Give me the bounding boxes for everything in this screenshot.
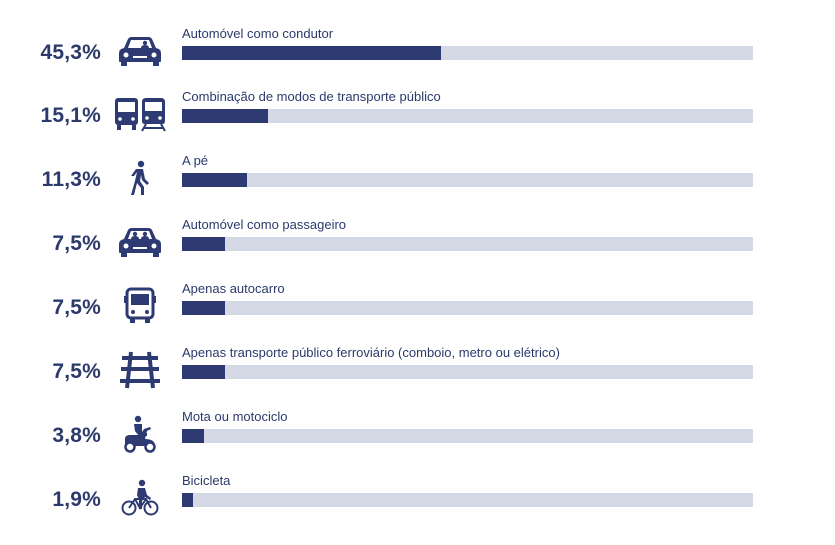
bar-track <box>182 109 753 123</box>
bus-icon <box>108 287 172 323</box>
bar-track <box>182 301 753 315</box>
bar <box>182 237 225 251</box>
bar <box>182 365 225 379</box>
car-driver-icon <box>108 34 172 68</box>
bar-row: 11,3% A pé <box>0 153 835 225</box>
category-label: Combinação de modos de transporte públic… <box>182 89 441 104</box>
value-label: 15,1% <box>40 104 101 127</box>
value-label: 11,3% <box>41 168 101 191</box>
bar <box>182 173 247 187</box>
bar-track <box>182 237 753 251</box>
bar-row: 1,9% Bicicleta <box>0 473 835 545</box>
car-passenger-icon <box>108 225 172 259</box>
category-label: Apenas transporte público ferroviário (c… <box>182 345 560 360</box>
category-label: Automóvel como condutor <box>182 26 334 41</box>
category-label: Apenas autocarro <box>182 281 285 296</box>
bar <box>182 429 204 443</box>
value-label: 7,5% <box>52 296 101 319</box>
bar-track <box>182 429 753 443</box>
value-label: 7,5% <box>52 232 101 255</box>
walking-person-icon <box>108 160 172 195</box>
scooter-icon <box>108 415 172 453</box>
bar <box>182 493 193 507</box>
bar-track <box>182 46 753 60</box>
bar-track <box>182 173 753 187</box>
bar-row: 15,1% Combinação de modos de transporte p… <box>0 89 835 161</box>
bar <box>182 301 225 315</box>
rail-track-icon <box>108 351 172 389</box>
bar-row: 7,5% Apenas autocarro <box>0 281 835 353</box>
category-label: Automóvel como passageiro <box>182 217 347 232</box>
bar-track <box>182 365 753 379</box>
bar-row: 7,5% Apenas transporte público ferroviári… <box>0 345 835 417</box>
value-label: 45,3% <box>40 41 101 64</box>
bar-row: 45,3% Automóvel como condutor <box>0 26 835 98</box>
bicycle-icon <box>108 479 172 516</box>
bar <box>182 109 269 123</box>
bar-row: 3,8% Mota ou motociclo <box>0 409 835 481</box>
bus-train-icon <box>108 97 172 132</box>
bar-row: 7,5% Automóvel como passageiro <box>0 217 835 289</box>
bar-track <box>182 493 753 507</box>
category-label: A pé <box>182 153 209 168</box>
value-label: 3,8% <box>52 424 101 447</box>
value-label: 1,9% <box>52 488 101 511</box>
category-label: Mota ou motociclo <box>182 409 288 424</box>
category-label: Bicicleta <box>182 473 231 488</box>
bar <box>182 46 441 60</box>
value-label: 7,5% <box>52 360 101 383</box>
